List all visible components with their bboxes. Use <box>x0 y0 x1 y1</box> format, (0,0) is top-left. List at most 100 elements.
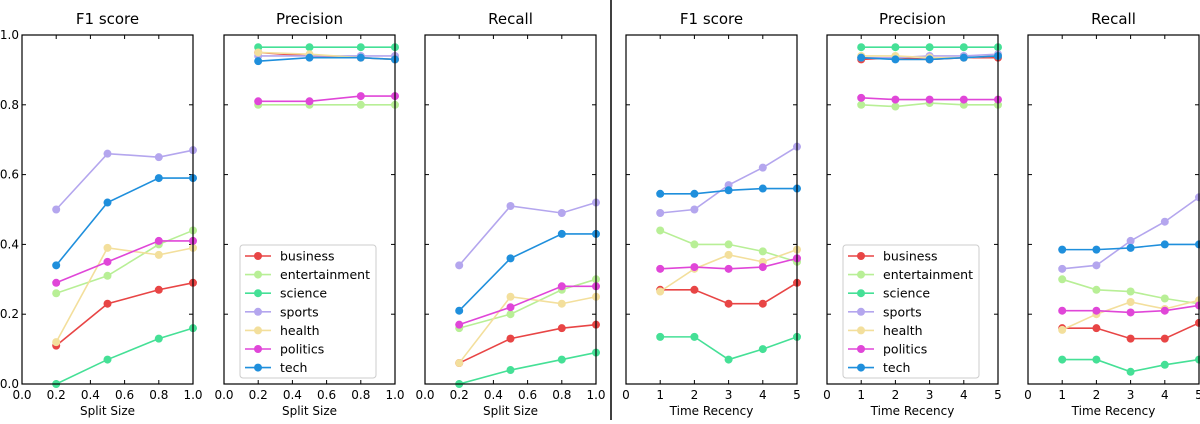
data-point-tech <box>1160 240 1169 249</box>
series-line-tech <box>55 177 193 266</box>
data-point-entertainment <box>857 100 866 109</box>
data-point-sports <box>1160 217 1169 226</box>
legend-marker-sports <box>857 307 865 316</box>
series-line-entertainment <box>458 278 597 329</box>
data-point-science <box>154 334 163 343</box>
x-tick-label: 5 <box>994 388 1002 402</box>
data-point-business <box>1160 334 1169 343</box>
data-point-science <box>857 43 866 52</box>
series-line-science <box>458 351 597 385</box>
legend-marker-tech <box>857 363 865 372</box>
data-point-business <box>557 324 566 333</box>
legend-label-health: health <box>280 323 320 338</box>
data-point-sports <box>1058 264 1067 273</box>
data-point-science <box>1092 355 1101 364</box>
data-point-science <box>103 355 112 364</box>
series-group <box>1058 193 1200 376</box>
data-point-sports <box>52 205 61 214</box>
data-point-politics <box>1092 306 1101 315</box>
data-point-sports <box>656 208 665 217</box>
data-point-entertainment <box>356 100 365 109</box>
x-tick-label: 1.0 <box>385 388 404 402</box>
data-point-tech <box>656 189 665 198</box>
legend-marker-health <box>254 326 262 335</box>
x-tick-label: 1 <box>857 388 865 402</box>
series-group <box>254 43 399 109</box>
series-line-sports <box>660 145 798 214</box>
data-point-science <box>1058 355 1067 364</box>
data-point-business <box>1126 334 1135 343</box>
data-point-politics <box>690 263 699 272</box>
x-tick-label: 1.0 <box>586 388 605 402</box>
data-point-tech <box>857 53 866 62</box>
legend-marker-business <box>857 252 865 260</box>
data-point-politics <box>925 95 934 104</box>
x-tick-label: 0.6 <box>317 388 336 402</box>
x-tick-label: 0.0 <box>12 388 31 402</box>
data-point-entertainment <box>1092 285 1101 294</box>
x-tick-label: 0.2 <box>450 388 469 402</box>
y-tick-label: 0.2 <box>0 307 19 321</box>
data-point-business <box>724 299 733 308</box>
data-point-politics <box>857 93 866 102</box>
data-point-business <box>690 285 699 294</box>
data-point-tech <box>690 189 699 198</box>
data-point-science <box>305 43 314 52</box>
data-point-health <box>557 299 566 308</box>
x-tick-label: 1 <box>656 388 664 402</box>
series-line-health <box>458 295 597 364</box>
series-group <box>656 142 801 364</box>
data-point-science <box>1160 360 1169 369</box>
x-axis-label: Time Recency <box>669 404 754 418</box>
plot-frame <box>826 34 999 385</box>
x-tick-label: 0.6 <box>115 388 134 402</box>
data-point-tech <box>1126 243 1135 252</box>
data-point-politics <box>1126 308 1135 317</box>
x-tick-label: 5 <box>793 388 801 402</box>
data-point-health <box>52 338 61 347</box>
data-point-entertainment <box>690 240 699 249</box>
legend-label-entertainment: entertainment <box>883 267 973 282</box>
data-point-politics <box>52 278 61 287</box>
x-tick-label: 2 <box>1093 388 1101 402</box>
series-line-politics <box>458 285 596 326</box>
y-tick-label: 0.0 <box>0 377 19 391</box>
data-point-health <box>1058 325 1067 334</box>
series-line-tech <box>458 233 596 312</box>
series-line-politics <box>55 240 193 284</box>
data-point-tech <box>356 53 365 62</box>
data-point-tech <box>506 254 515 263</box>
series-line-politics <box>258 95 395 103</box>
data-point-politics <box>656 264 665 273</box>
data-point-business <box>1092 324 1101 333</box>
x-tick-label: 3 <box>725 388 733 402</box>
subplot-title: F1 score <box>680 10 743 28</box>
data-point-health <box>154 250 163 259</box>
legend-marker-sports <box>254 307 262 316</box>
data-point-entertainment <box>506 310 515 319</box>
data-point-science <box>1126 367 1135 376</box>
x-tick-label: 5 <box>1195 388 1200 402</box>
series-line-science <box>55 327 194 385</box>
data-point-health <box>254 48 263 57</box>
subplot-title: F1 score <box>76 10 139 28</box>
legend-label-politics: politics <box>280 342 324 357</box>
x-tick-label: 1 <box>1058 388 1066 402</box>
series-line-sports <box>55 149 194 211</box>
legend-marker-politics <box>857 345 865 353</box>
plot-frame <box>223 34 396 385</box>
x-tick-label: 0.4 <box>484 388 503 402</box>
series-line-business <box>55 282 194 347</box>
series-line-sports <box>1062 196 1200 270</box>
x-tick-label: 3 <box>1127 388 1135 402</box>
data-point-politics <box>305 97 314 106</box>
x-axis-label: Time Recency <box>1071 404 1156 418</box>
data-point-tech <box>925 55 934 64</box>
subplot-title: Precision <box>879 10 946 28</box>
data-point-health <box>724 250 733 259</box>
data-point-tech <box>1092 245 1101 254</box>
x-axis-label: Split Size <box>483 404 538 418</box>
data-point-politics <box>1058 306 1067 315</box>
data-point-politics <box>557 282 566 291</box>
data-point-tech <box>52 261 61 270</box>
